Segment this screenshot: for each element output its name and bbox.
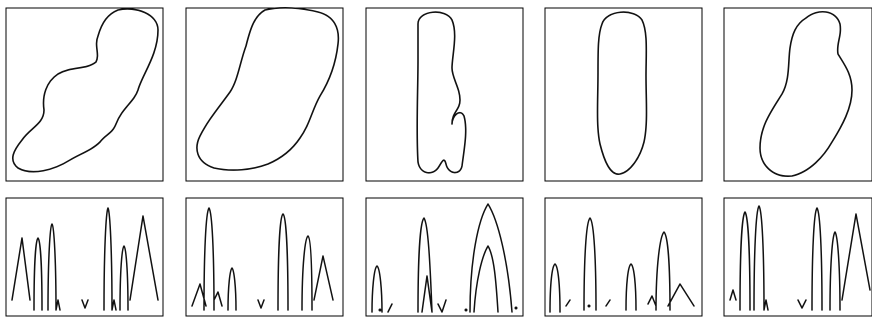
spectrum-dot (587, 304, 591, 308)
contour-shape-3 (416, 11, 467, 174)
panel-bottom-5 (723, 197, 872, 317)
panel-top-5 (723, 7, 872, 182)
contour-shape-2 (196, 7, 340, 171)
spectrum-dot (464, 308, 468, 312)
spectrum-dot (514, 306, 518, 310)
spectrum-dot (378, 308, 382, 312)
panel-bottom-3 (365, 197, 524, 317)
contour-shape-4 (596, 11, 648, 175)
spectrum-curves-3 (371, 203, 513, 313)
panel-bottom-2 (185, 197, 344, 317)
spectrum-curves-1 (11, 207, 159, 311)
panel-top-1 (5, 7, 164, 182)
panel-top-2 (185, 7, 344, 182)
contour-shape-1 (11, 8, 159, 173)
panel-bottom-1 (5, 197, 164, 317)
panel-bottom-4 (544, 197, 703, 317)
spectrum-curves-4 (549, 217, 695, 313)
spectrum-curves-2 (191, 207, 334, 311)
spectrum-curves-5 (729, 205, 871, 311)
panel-top-3 (365, 7, 524, 182)
panel-top-4 (544, 7, 703, 182)
contour-shape-5 (759, 11, 853, 177)
